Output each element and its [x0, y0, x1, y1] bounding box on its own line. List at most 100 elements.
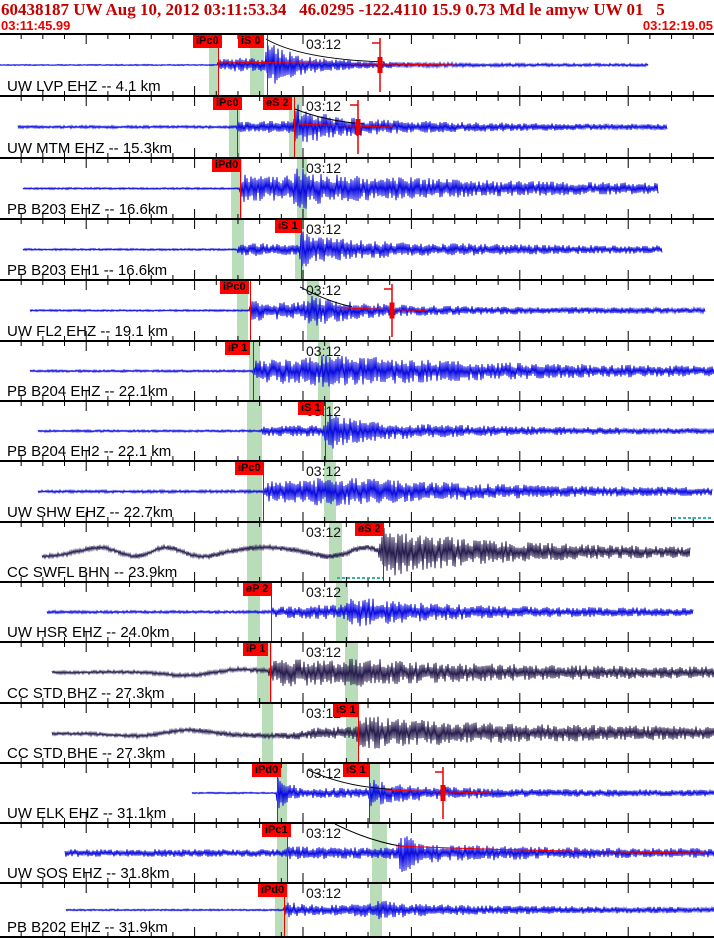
trace-panel-pb-b203-ehz[interactable]: 03:12 PB B203 EHZ -- 16.6km iPd0	[0, 157, 714, 218]
station-label: PB B204 EHZ -- 22.1km	[7, 383, 168, 400]
time-tick-label: 03:12	[306, 644, 342, 660]
pick-line[interactable]	[294, 97, 295, 157]
pick-line[interactable]	[301, 220, 302, 279]
time-tick-label: 03:12	[306, 221, 342, 237]
pick-flag[interactable]: iPc0	[235, 462, 264, 475]
station-label: UW HSR EHZ -- 24.0km	[7, 624, 170, 641]
amplitude-marker[interactable]	[384, 284, 395, 337]
waveform	[20, 342, 714, 400]
amplitude-marker[interactable]	[350, 100, 361, 154]
trace-panel-uw-mtm-ehz[interactable]: 03:12 UW MTM EHZ -- 15.3km iPc0 eS 2	[0, 95, 714, 157]
trace-panel-pb-b202-ehz[interactable]: 03:12 PB B202 EHZ -- 31.9km iPd0	[0, 882, 714, 938]
pick-line[interactable]	[358, 704, 359, 762]
pick-line[interactable]	[287, 824, 288, 882]
station-label: CC STD BHE -- 27.3km	[7, 745, 166, 762]
time-tick-label: 03:12	[306, 343, 342, 359]
pick-line[interactable]	[325, 402, 326, 460]
waveform	[20, 643, 714, 702]
station-label: UW ELK EHZ -- 31.1km	[7, 805, 167, 822]
pick-flag[interactable]: iPd0	[252, 764, 282, 777]
trace-panel-cc-std-bhe[interactable]: 03:12 CC STD BHE -- 27.3km iS 1	[0, 702, 714, 762]
window-start-time: 03:11:45.99	[1, 18, 71, 33]
station-label: PB B202 EHZ -- 31.9km	[7, 919, 168, 936]
pick-flag[interactable]: iP 1	[225, 342, 251, 355]
trace-panel-uw-fl2-ehz[interactable]: 03:12 UW FL2 EHZ -- 19.1 km iPc0	[0, 279, 714, 340]
pick-line[interactable]	[284, 884, 285, 936]
waveform	[20, 704, 714, 762]
time-tick-label: 03:12	[306, 885, 342, 901]
pick-flag[interactable]: eS 2	[355, 523, 384, 536]
event-header: 60438187 UW Aug 10, 2012 03:11:53.34 46.…	[0, 0, 714, 33]
pick-line[interactable]	[277, 764, 278, 822]
pick-flag[interactable]: iPc0	[213, 97, 242, 110]
pick-flag[interactable]: iS 1	[343, 764, 369, 777]
trace-panel-pb-b204-eh2[interactable]: 03:12 PB B204 EH2 -- 22.1 km iS 1	[0, 400, 714, 460]
time-tick-label: 03:12	[306, 160, 342, 176]
waveform	[20, 159, 694, 218]
station-label: CC STD BHZ -- 27.3km	[7, 685, 165, 702]
pick-line[interactable]	[240, 159, 241, 218]
station-label: UW SOS EHZ -- 31.8km	[7, 865, 170, 882]
pick-line[interactable]	[270, 643, 271, 702]
pick-flag[interactable]: iPd0	[212, 159, 242, 172]
pick-flag[interactable]: iPc0	[220, 281, 249, 294]
trace-panel-uw-sos-ehz[interactable]: 03:12 UW SOS EHZ -- 31.8km iPc1	[0, 822, 714, 882]
pick-line[interactable]	[263, 462, 264, 521]
station-label: UW LVP EHZ -- 4.1 km	[7, 78, 161, 95]
waveform	[0, 35, 694, 95]
waveform	[20, 281, 706, 340]
pick-line[interactable]	[237, 97, 238, 157]
pick-flag[interactable]: iP 1	[243, 643, 269, 656]
pick-line[interactable]	[383, 523, 384, 581]
uncertainty-band	[329, 523, 342, 581]
time-tick-label: 03:12	[306, 524, 342, 540]
uncertainty-band	[232, 220, 244, 279]
pick-line[interactable]	[253, 342, 254, 400]
waveform	[20, 824, 714, 882]
pick-line[interactable]	[369, 764, 370, 822]
uncertainty-band	[262, 704, 273, 762]
uncertainty-band	[277, 824, 287, 882]
pick-line[interactable]	[218, 35, 219, 95]
pick-line[interactable]	[267, 35, 268, 95]
pick-flag[interactable]: eS 2	[263, 97, 292, 110]
trace-panel-uw-shw-ehz[interactable]: 03:12 UW SHW EHZ -- 22.7km iPc0	[0, 460, 714, 521]
trace-panel-uw-hsr-ehz[interactable]: 03:12 UW HSR EHZ -- 24.0km eP 2	[0, 581, 714, 641]
trace-panel-uw-elk-ehz[interactable]: 03:12 UW ELK EHZ -- 31.1km iPd0 iS 1	[0, 762, 714, 822]
amplitude-marker[interactable]	[372, 38, 383, 92]
station-label: PB B203 EHZ -- 16.6km	[7, 201, 168, 218]
station-label: PB B203 EH1 -- 16.6km	[7, 262, 168, 279]
trace-panel-pb-b204-ehz[interactable]: 03:12 PB B204 EHZ -- 22.1km iP 1	[0, 340, 714, 400]
time-tick-label: 03:12	[306, 584, 342, 600]
event-summary: 60438187 UW Aug 10, 2012 03:11:53.34 46.…	[1, 0, 665, 19]
pick-flag[interactable]: iPc1	[262, 824, 291, 837]
station-label: UW FL2 EHZ -- 19.1 km	[7, 323, 168, 340]
time-tick-label: 03:12	[306, 825, 342, 841]
pick-flag[interactable]: iPc0	[193, 35, 222, 48]
amplitude-marker[interactable]	[435, 767, 446, 819]
waveform	[20, 884, 714, 936]
time-tick-label: 03:12	[306, 36, 342, 52]
uncertainty-band	[257, 643, 272, 702]
trace-panel-cc-swfl-bhn[interactable]: 03:12 CC SWFL BHN -- 23.9km eS 2	[0, 521, 714, 581]
pick-flag[interactable]: eP 2	[243, 583, 272, 596]
pick-line[interactable]	[250, 281, 251, 340]
time-tick-label: 03:12	[306, 705, 342, 721]
trace-panel-uw-lvp-ehz[interactable]: 03:12 UW LVP EHZ -- 4.1 km iPc0 iS 0	[0, 33, 714, 95]
waveform	[20, 583, 694, 641]
station-label: UW SHW EHZ -- 22.7km	[7, 504, 173, 521]
trace-list: 03:12 UW LVP EHZ -- 4.1 km iPc0 iS 0 03:1…	[0, 33, 714, 938]
time-tick-label: 03:12	[306, 282, 342, 298]
pick-flag[interactable]: iS 1	[298, 402, 324, 415]
trace-panel-cc-std-bhz[interactable]: 03:12 CC STD BHZ -- 27.3km iP 1	[0, 641, 714, 702]
pick-flag[interactable]: iS 0	[238, 35, 264, 48]
pick-flag[interactable]: iPd0	[258, 884, 288, 897]
window-end-time: 03:12:19.05	[642, 18, 713, 33]
pick-line[interactable]	[271, 583, 272, 641]
waveform	[20, 462, 713, 521]
station-label: CC SWFL BHN -- 23.9km	[7, 564, 178, 581]
pick-flag[interactable]: iS 1	[275, 220, 301, 233]
pick-flag[interactable]: iS 1	[333, 704, 359, 717]
trace-panel-pb-b203-eh1[interactable]: 03:12 PB B203 EH1 -- 16.6km iS 1	[0, 218, 714, 279]
